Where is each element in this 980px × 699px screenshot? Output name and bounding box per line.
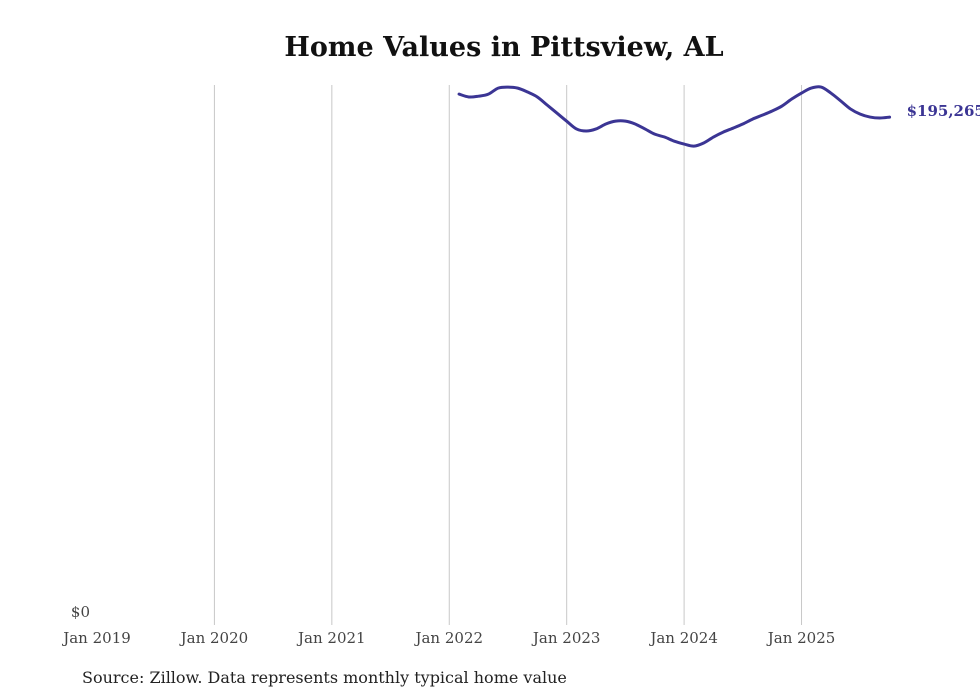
source-note: Source: Zillow. Data represents monthly …: [82, 668, 567, 687]
series-line: [457, 85, 892, 148]
x-tick-label: Jan 2019: [61, 629, 131, 647]
x-tick-label: Jan 2021: [296, 629, 366, 647]
x-tick-label: Jan 2020: [179, 629, 249, 647]
chart-title: Home Values in Pittsview, AL: [284, 32, 724, 63]
x-tick-label: Jan 2022: [413, 629, 483, 647]
x-tick-label: Jan 2025: [766, 629, 836, 647]
y-tick-label: $0: [71, 603, 90, 621]
x-tick-label: Jan 2023: [531, 629, 601, 647]
end-value-label: $195,265: [907, 102, 980, 120]
x-tick-label: Jan 2024: [648, 629, 718, 647]
